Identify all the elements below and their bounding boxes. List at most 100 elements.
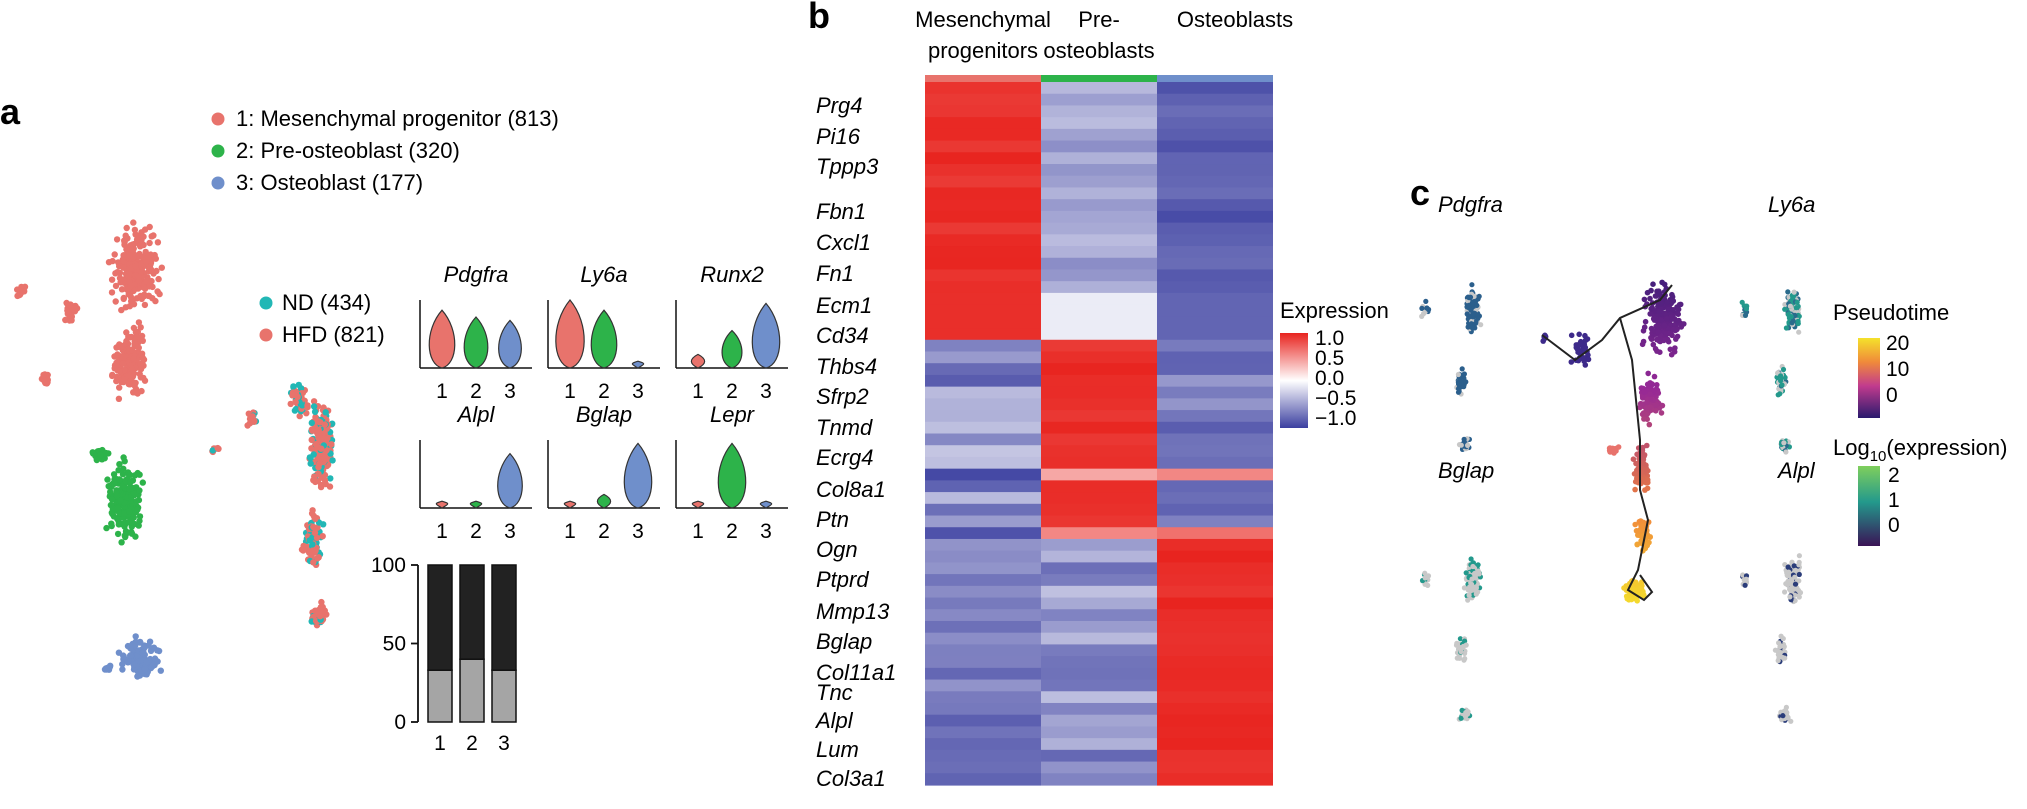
heatmap-cell [1157, 386, 1273, 399]
heatmap-cell [925, 316, 1041, 329]
heatmap-cell [1157, 714, 1273, 728]
bar-upper-segment [427, 564, 453, 671]
heatmap-cell [925, 82, 1041, 95]
heatmap-gene-label: Ptprd [816, 567, 869, 592]
panel-c-umaps [1419, 279, 1804, 724]
violin-tick-label: 1 [564, 380, 576, 403]
bar-lower-segment [491, 669, 517, 723]
diet-legend-label: ND (434) [282, 290, 371, 315]
bar-x-tick-label: 2 [466, 732, 478, 755]
violin-shape [596, 493, 612, 509]
heatmap-cell [1041, 175, 1157, 189]
heatmap-cell [925, 597, 1041, 610]
pseudotime-umap [1540, 279, 1687, 604]
heatmap-gene-label: Fbn1 [816, 199, 866, 224]
heatmap-cell [1041, 316, 1157, 329]
heatmap-cell [1041, 222, 1157, 235]
heatmap-cell [1041, 363, 1157, 376]
heatmap-cell [925, 292, 1041, 306]
violin-gene-title: Ly6a [580, 262, 627, 287]
heatmap-cell [1041, 726, 1157, 739]
heatmap-cell [1157, 667, 1273, 681]
heatmap-gene-label: Ecm1 [816, 293, 872, 318]
diet-fraction-bar-chart: 0 50 100 1 2 3 [371, 554, 517, 755]
heatmap-gene-label: Col11a1 [816, 660, 896, 685]
heatmap-cell [925, 128, 1041, 142]
umap-clusters-scatter [14, 219, 165, 680]
diet-legend: ND (434) HFD (821) [259, 290, 385, 347]
heatmap-cell [1157, 210, 1273, 224]
heatmap-cell [1157, 726, 1273, 739]
expression-legend-ticks: 1.00.50.0−0.5−1.0 [1315, 327, 1356, 430]
heatmap-cell [925, 562, 1041, 575]
heatmap-column-header: Osteoblasts [1177, 7, 1293, 32]
heatmap-column-header: Pre-osteoblasts [1043, 7, 1154, 63]
heatmap-cell [1157, 456, 1273, 470]
violin-shape [563, 500, 577, 509]
heatmap-cell [1041, 140, 1157, 153]
heatmap-cell [1041, 679, 1157, 692]
heatmap-gene-label: Mmp13 [816, 599, 890, 624]
heatmap-cell [1041, 234, 1157, 247]
violin-shape [631, 360, 645, 369]
violin-shape [463, 316, 489, 369]
heatmap-cell [1157, 246, 1273, 259]
heatmap [925, 82, 1273, 786]
heatmap-cell [1041, 749, 1157, 763]
heatmap-cell [1041, 210, 1157, 224]
heatmap-cell [1041, 281, 1157, 294]
heatmap-cell [925, 257, 1041, 271]
heatmap-cell [1157, 468, 1273, 481]
expression-legend: Expression 1.00.50.0−0.5−1.0 [1280, 298, 1389, 430]
heatmap-gene-label: Tnc [816, 680, 853, 705]
violin-shape [759, 500, 773, 509]
heatmap-cell [1157, 538, 1273, 552]
cluster-legend-label: 2: Pre-osteoblast (320) [236, 138, 460, 163]
heatmap-gene-label: Ptn [816, 507, 849, 532]
heatmap-cell [925, 691, 1041, 704]
heatmap-cell [1157, 164, 1273, 177]
heatmap-cell [1157, 550, 1273, 563]
bar-upper-segment [491, 564, 517, 671]
log-expression-legend-title: Log10(expression) [1833, 435, 2007, 465]
heatmap-cell [925, 644, 1041, 657]
log-expression-colorbar [1858, 466, 1880, 546]
heatmap-cell [1041, 503, 1157, 517]
heatmap-cell [925, 503, 1041, 517]
cluster-legend-dot [211, 176, 225, 190]
heatmap-cell [925, 281, 1041, 294]
heatmap-cell [1157, 410, 1273, 423]
pseudotime-legend-title: Pseudotime [1833, 300, 1949, 325]
heatmap-cell [925, 105, 1041, 118]
heatmap-column-color-bar [1041, 75, 1157, 82]
bar-upper-segment [459, 564, 485, 660]
heatmap-cell [1041, 468, 1157, 481]
heatmap-cell [1041, 351, 1157, 364]
heatmap-cell [1041, 773, 1157, 786]
bar-y-tick-label: 0 [394, 711, 406, 734]
heatmap-cell [1157, 492, 1273, 505]
heatmap-cell [1157, 304, 1273, 317]
violin-tick-label: 2 [598, 520, 610, 543]
heatmap-cell [925, 550, 1041, 563]
expression-legend-tick: −1.0 [1315, 407, 1356, 430]
bar-lower-segment [427, 669, 453, 723]
heatmap-cell [1157, 609, 1273, 622]
violin-tick-label: 3 [504, 380, 516, 403]
heatmap-cell [1157, 328, 1273, 341]
heatmap-cell [925, 585, 1041, 599]
violin-tick-label: 2 [470, 520, 482, 543]
heatmap-cell [1157, 187, 1273, 200]
heatmap-cell [1157, 93, 1273, 107]
violin-tick-label: 3 [632, 380, 644, 403]
heatmap-cell [925, 726, 1041, 739]
heatmap-cell [1041, 574, 1157, 587]
heatmap-gene-label: Lum [816, 737, 859, 762]
violin-tick-label: 1 [564, 520, 576, 543]
cluster-legend-dot [211, 112, 225, 126]
violin-shape [497, 452, 523, 509]
heatmap-cell [1157, 480, 1273, 493]
heatmap-cell [925, 738, 1041, 751]
